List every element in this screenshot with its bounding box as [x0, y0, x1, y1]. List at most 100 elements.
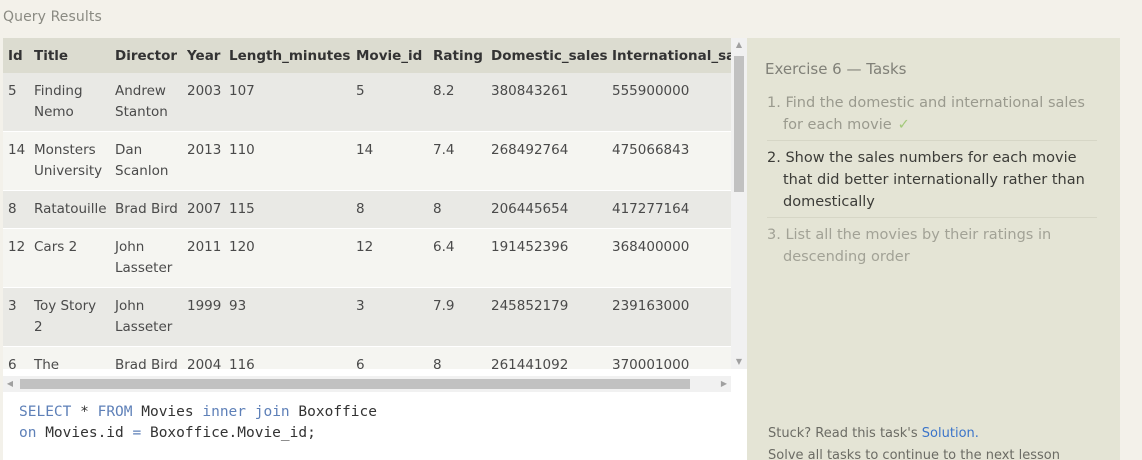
table-cell: Ratatouille [29, 190, 110, 229]
results-table-frame: Id Title Director Year Length_minutes Mo… [3, 38, 747, 394]
sql-keyword: FROM [97, 404, 133, 420]
column-header: International_sa [607, 38, 731, 73]
table-cell: 7.9 [428, 287, 486, 347]
results-table-viewport: Id Title Director Year Length_minutes Mo… [3, 38, 731, 369]
table-cell: 191452396 [486, 228, 607, 288]
sql-operator: = [132, 425, 142, 441]
tasks-panel: Exercise 6 — Tasks 1. Find the domestic … [747, 38, 1120, 460]
scroll-down-arrow-icon[interactable]: ▼ [735, 357, 743, 366]
column-header: Movie_id [351, 38, 428, 73]
column-header: Director [110, 38, 182, 73]
task-text: List all the movies by their ratings in … [783, 227, 1052, 265]
table-cell: 206445654 [486, 190, 607, 229]
column-header: Rating [428, 38, 486, 73]
continue-hint: Solve all tasks to continue to the next … [768, 448, 1061, 460]
sql-text: * [71, 404, 98, 420]
table-cell: 380843261 [486, 73, 607, 132]
table-cell: Brad Bird [110, 346, 182, 369]
sql-line-2[interactable]: on Movies.id = Boxoffice.Movie_id; [19, 423, 747, 444]
table-cell: 261441092 [486, 346, 607, 369]
vertical-scroll-thumb[interactable] [734, 56, 744, 192]
table-cell: 6 [3, 346, 29, 369]
table-row: 5 Finding Nemo Andrew Stanton 2003 107 5… [3, 73, 731, 132]
table-cell: 8.2 [428, 73, 486, 132]
scroll-left-arrow-icon[interactable]: ◀ [6, 379, 14, 388]
table-cell: Andrew Stanton [110, 73, 182, 132]
table-cell: John Lasseter [110, 287, 182, 347]
table-row: 3 Toy Story 2 John Lasseter 1999 93 3 7.… [3, 287, 731, 347]
table-cell: 107 [224, 73, 351, 132]
table-cell: 3 [351, 287, 428, 347]
table-cell: 12 [3, 228, 29, 288]
table-cell: John Lasseter [110, 228, 182, 288]
sql-text: Movies.id [36, 425, 133, 441]
task-text: Show the sales numbers for each movie th… [783, 150, 1085, 210]
table-cell: 120 [224, 228, 351, 288]
task-list: 1. Find the domestic and international s… [767, 92, 1097, 278]
table-cell: 239163000 [607, 287, 731, 347]
table-cell: 2011 [182, 228, 224, 288]
results-table: Id Title Director Year Length_minutes Mo… [3, 38, 731, 369]
table-cell: 2007 [182, 190, 224, 229]
table-cell: 115 [224, 190, 351, 229]
sql-line-1[interactable]: SELECT * FROM Movies inner join Boxoffic… [19, 402, 747, 423]
table-cell: 370001000 [607, 346, 731, 369]
table-header-row: Id Title Director Year Length_minutes Mo… [3, 38, 731, 73]
horizontal-scroll-thumb[interactable] [20, 379, 690, 389]
task-item-2: 2. Show the sales numbers for each movie… [767, 147, 1097, 218]
table-cell: 5 [351, 73, 428, 132]
table-cell: 2003 [182, 73, 224, 132]
table-cell: 8 [428, 346, 486, 369]
vertical-scrollbar[interactable]: ▲ ▼ [731, 38, 747, 369]
task-item-3: 3. List all the movies by their ratings … [767, 224, 1097, 272]
scroll-right-arrow-icon[interactable]: ▶ [720, 379, 728, 388]
table-cell: 6 [351, 346, 428, 369]
table-cell: 7.4 [428, 131, 486, 191]
table-cell: Finding Nemo [29, 73, 110, 132]
table-cell: Dan Scanlon [110, 131, 182, 191]
table-row: 8 Ratatouille Brad Bird 2007 115 8 8 206… [3, 190, 731, 229]
column-header: Id [3, 38, 29, 73]
table-cell: 8 [428, 190, 486, 229]
column-header: Length_minutes [224, 38, 351, 73]
table-cell: 93 [224, 287, 351, 347]
table-cell: Brad Bird [110, 190, 182, 229]
table-cell: 5 [3, 73, 29, 132]
table-cell: 14 [351, 131, 428, 191]
table-row: 14 Monsters University Dan Scanlon 2013 … [3, 131, 731, 191]
table-cell: 3 [3, 287, 29, 347]
table-row: 6 The Incredibles Brad Bird 2004 116 6 8… [3, 346, 731, 369]
column-header: Domestic_sales [486, 38, 607, 73]
sql-editor[interactable]: SELECT * FROM Movies inner join Boxoffic… [3, 394, 747, 460]
sql-keyword: SELECT [19, 404, 72, 420]
table-cell: 1999 [182, 287, 224, 347]
table-row: 12 Cars 2 John Lasseter 2011 120 12 6.4 … [3, 228, 731, 288]
solution-link[interactable]: Solution. [921, 426, 979, 441]
table-cell: 555900000 [607, 73, 731, 132]
table-cell: 6.4 [428, 228, 486, 288]
stuck-text: Stuck? Read this task's [768, 426, 922, 441]
table-cell: 12 [351, 228, 428, 288]
table-cell: 268492764 [486, 131, 607, 191]
sql-text: Boxoffice [289, 404, 377, 420]
sql-text: Boxoffice.Movie_id; [141, 425, 316, 441]
sql-text: Movies [132, 404, 203, 420]
scroll-up-arrow-icon[interactable]: ▲ [735, 40, 743, 49]
table-cell: 116 [224, 346, 351, 369]
task-item-1: 1. Find the domestic and international s… [767, 92, 1097, 141]
table-cell: 8 [351, 190, 428, 229]
table-cell: Cars 2 [29, 228, 110, 288]
task-number: 3. [767, 227, 781, 243]
table-cell: 2004 [182, 346, 224, 369]
table-cell: 14 [3, 131, 29, 191]
column-header: Year [182, 38, 224, 73]
table-cell: 475066843 [607, 131, 731, 191]
results-label: Query Results [3, 9, 102, 25]
table-cell: Toy Story 2 [29, 287, 110, 347]
table-cell: 2013 [182, 131, 224, 191]
column-header: Title [29, 38, 110, 73]
sql-keyword: on [19, 425, 37, 441]
table-cell: 8 [3, 190, 29, 229]
horizontal-scrollbar[interactable]: ◀ ▶ [3, 376, 731, 392]
